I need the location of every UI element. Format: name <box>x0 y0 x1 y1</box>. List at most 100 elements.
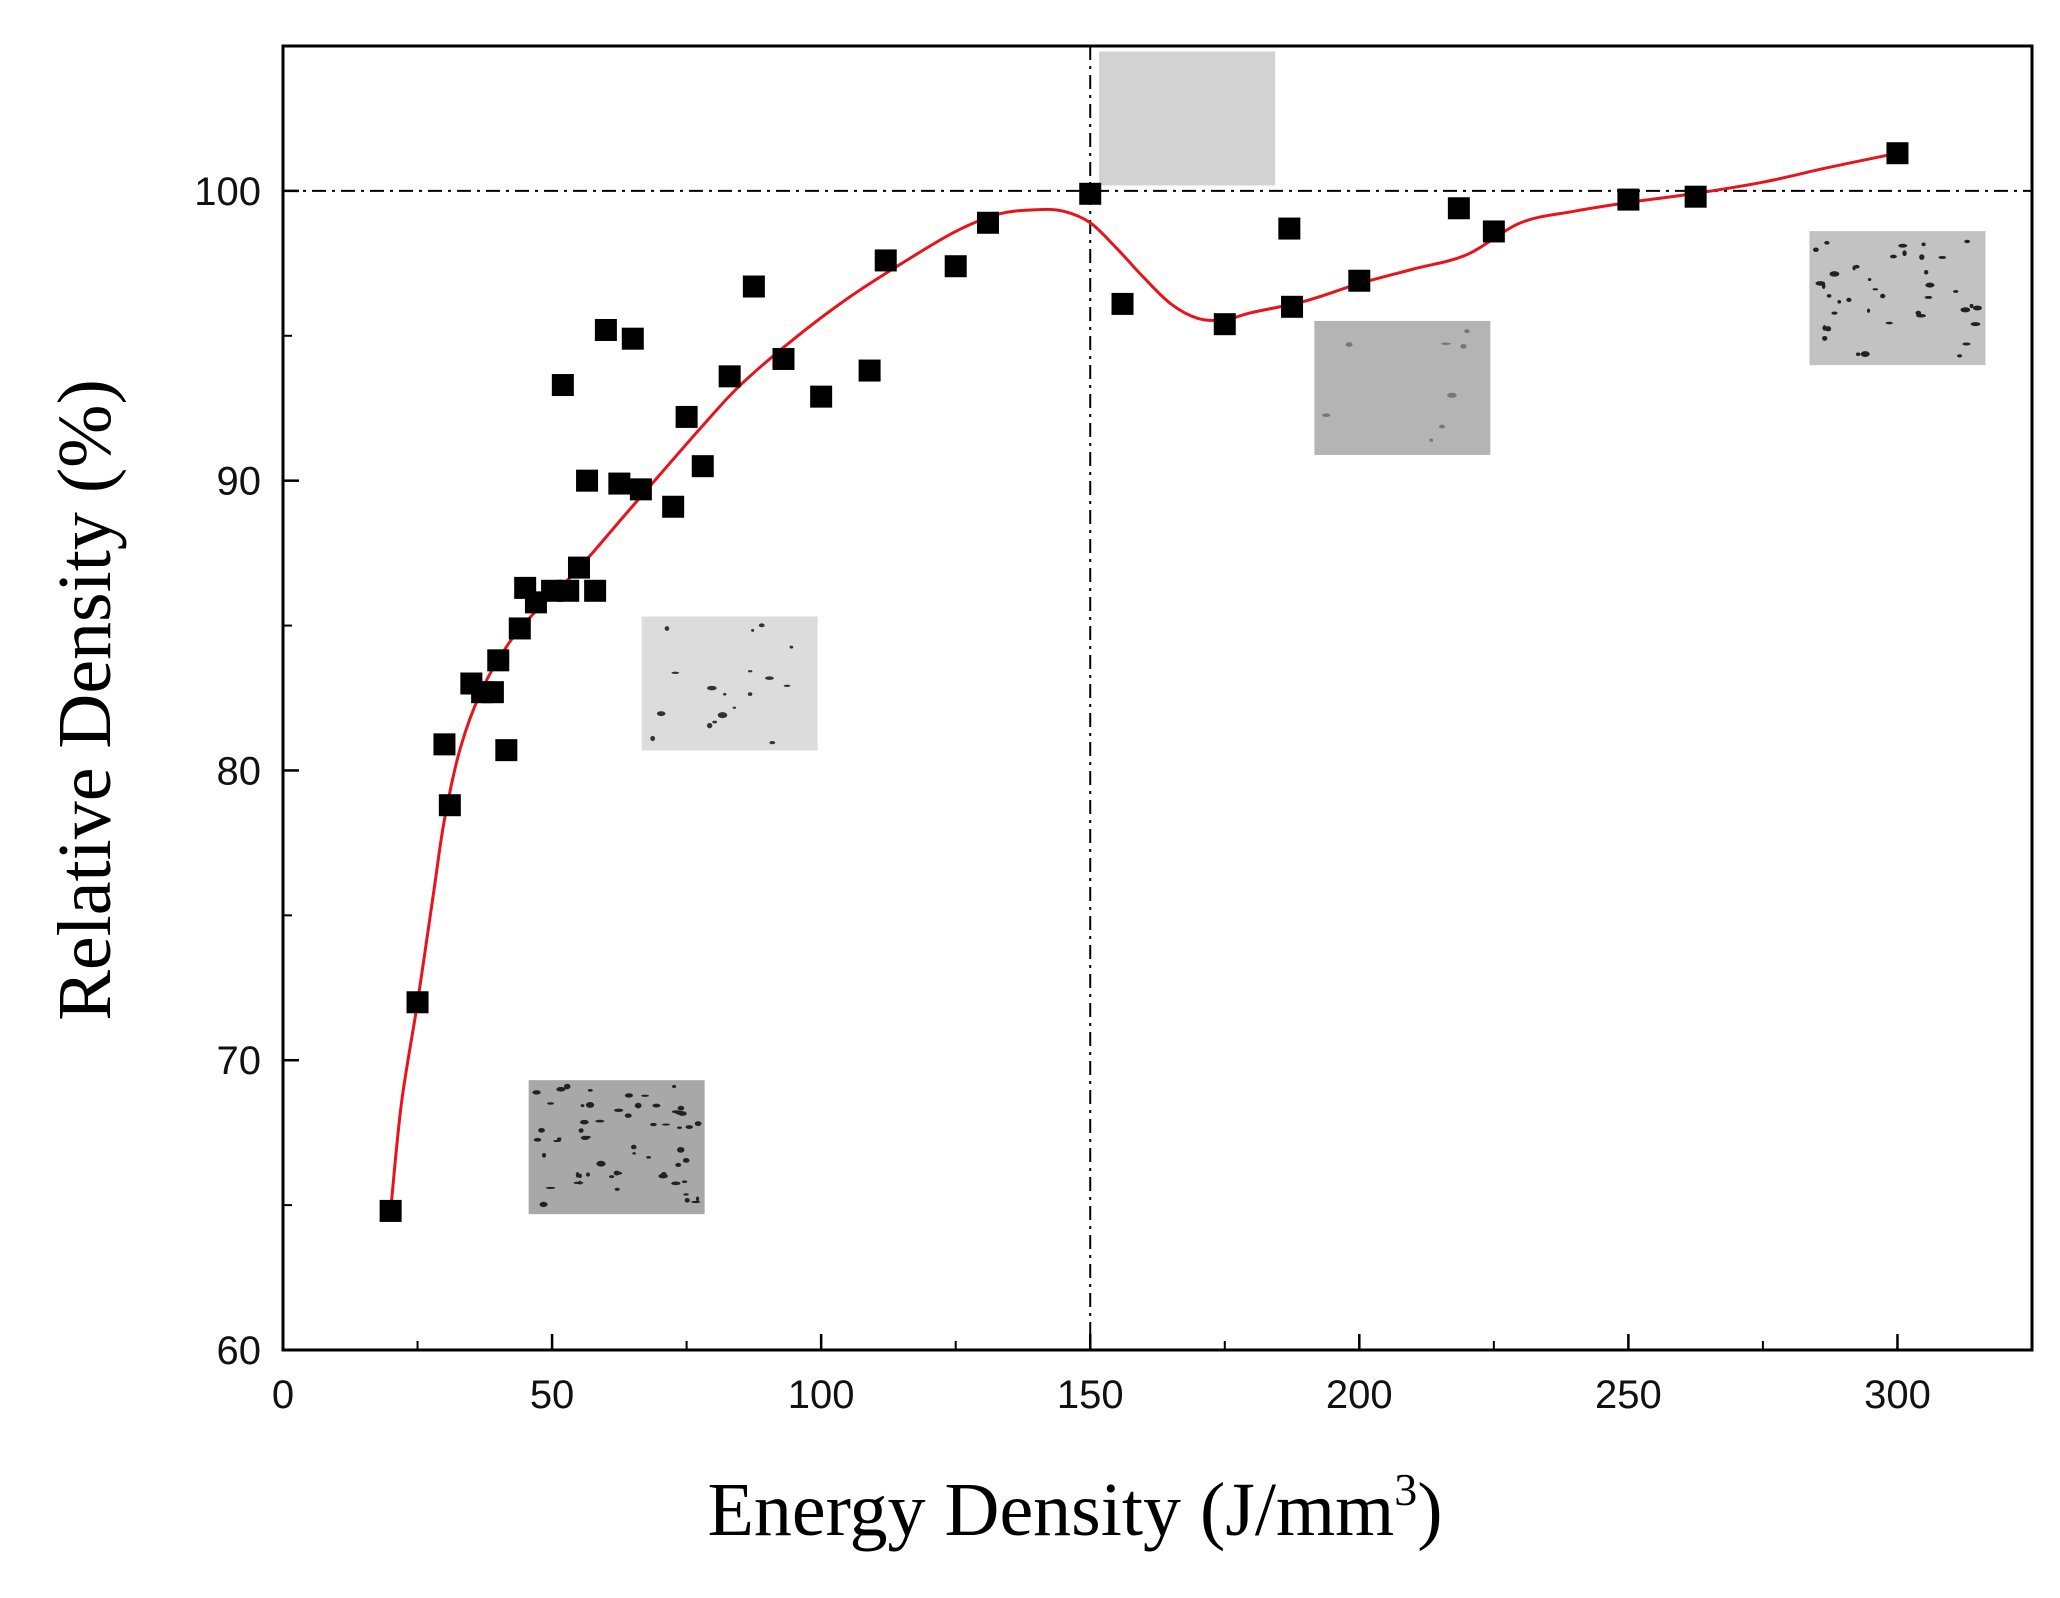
data-point <box>557 579 580 602</box>
x-tick-label: 300 <box>1864 1373 1931 1417</box>
micrograph-mid-energy-pore <box>706 722 713 729</box>
data-point <box>1281 295 1304 318</box>
micrograph-low-energy-pore <box>578 1173 582 1179</box>
micrograph-low-energy-pore <box>624 1113 632 1118</box>
micrograph-high-energy-pore <box>1429 438 1434 442</box>
micrograph-mid-energy-image <box>641 616 818 751</box>
micrograph-highest-energy-pore <box>1898 243 1908 248</box>
micrograph-low-energy-pore <box>661 1171 667 1177</box>
micrograph-low-energy-pore <box>553 1139 562 1143</box>
data-point <box>1447 197 1470 220</box>
micrograph-highest-energy-pore <box>1855 352 1861 357</box>
reference-lines <box>283 46 2032 1350</box>
micrograph-high-energy-pore <box>1460 344 1467 349</box>
micrograph-mid-energy-pore <box>783 684 791 687</box>
micrograph-low-energy-pore <box>690 1200 701 1204</box>
micrograph-mid-energy-pore <box>706 685 717 691</box>
micrograph-low-energy <box>528 1080 705 1215</box>
micrograph-highest-energy-pore <box>1860 351 1870 358</box>
micrograph-optimal-energy-image <box>1099 51 1276 186</box>
micrograph-highest-energy-pore <box>1964 239 1970 244</box>
micrograph-highest-energy-pore <box>1925 282 1935 288</box>
micrograph-low-energy-pore <box>672 1084 677 1089</box>
micrograph-low-energy-pore <box>609 1175 615 1179</box>
micrograph-low-energy-pore <box>652 1103 661 1108</box>
micrograph-highest-energy-pore <box>1889 254 1897 259</box>
micrograph-low-energy-pore <box>684 1198 690 1203</box>
data-point <box>810 385 833 408</box>
micrograph-highest-energy-pore <box>1846 297 1852 303</box>
data-point <box>487 649 510 672</box>
x-tick-label: 250 <box>1595 1373 1662 1417</box>
micrograph-low-energy-pore <box>613 1108 624 1112</box>
x-tick-label: 50 <box>530 1373 575 1417</box>
data-point <box>1213 313 1236 336</box>
x-axis-title-close: ) <box>1417 1468 1442 1552</box>
data-point <box>675 405 698 428</box>
y-tick-label: 100 <box>194 170 261 214</box>
data-point <box>976 211 999 234</box>
micrograph-high-energy-pore <box>1439 424 1445 429</box>
micrograph-low-energy-pore <box>596 1160 606 1167</box>
micrograph-highest-energy-pore <box>1880 293 1886 299</box>
micrograph-low-energy-pore <box>677 1126 683 1129</box>
micrograph-low-energy-pore <box>580 1104 585 1108</box>
micrograph-highest-energy-pore <box>1813 247 1819 253</box>
x-tick-label: 100 <box>788 1373 855 1417</box>
micrograph-mid-energy-pore <box>671 671 680 674</box>
micrograph-high-energy-pore <box>1447 392 1457 398</box>
micrograph-low-energy-pore <box>541 1152 547 1158</box>
data-point <box>691 455 714 478</box>
data-point <box>1684 185 1707 208</box>
micrograph-mid-energy-pore <box>789 645 794 649</box>
micrograph-highest-energy-pore <box>1821 283 1826 289</box>
micrograph-highest-energy-pore <box>1831 311 1838 315</box>
micrograph-low-energy-pore <box>650 1122 657 1127</box>
micrograph-highest-energy-pore <box>1960 307 1971 313</box>
micrograph-low-energy-pore <box>632 1152 636 1155</box>
micrograph-low-energy-pore <box>575 1172 580 1178</box>
data-point <box>1348 269 1371 292</box>
data-point <box>621 327 644 350</box>
micrograph-highest-energy-pore <box>1921 242 1926 247</box>
x-tick-label: 0 <box>272 1373 294 1417</box>
micrograph-low-energy-pore <box>579 1119 589 1125</box>
micrograph-highest-energy-pore <box>1822 325 1827 331</box>
micrograph-highest-energy-pore <box>1952 290 1959 293</box>
micrograph-highest-energy <box>1809 231 1986 366</box>
y-tick-label: 80 <box>217 749 262 793</box>
axis-ticks: 0 50 100 150 200 250 300 60 70 80 90 100 <box>194 170 1931 1417</box>
micrograph-low-energy-pore <box>675 1162 682 1167</box>
micrograph-low-energy-pore <box>681 1180 688 1184</box>
y-axis-title: Relative Density (%) <box>43 379 127 1021</box>
micrograph-highest-energy-pore <box>1962 342 1971 346</box>
micrograph-optimal-energy <box>1099 51 1276 186</box>
micrograph-highest-energy-pore <box>1837 299 1842 304</box>
micrograph-low-energy-pore <box>578 1180 582 1185</box>
micrograph-low-energy-pore <box>595 1119 605 1123</box>
micrograph-low-energy-pore <box>694 1121 702 1127</box>
micrograph-highest-energy-pore <box>1938 256 1947 259</box>
data-point <box>772 347 795 370</box>
data-point <box>858 359 881 382</box>
micrograph-highest-energy-pore <box>1972 305 1982 311</box>
data-point <box>576 469 599 492</box>
data-point <box>1079 182 1102 205</box>
micrograph-low-energy-pore <box>586 1172 590 1177</box>
micrograph-highest-energy-pore <box>1824 240 1830 245</box>
micrograph-highest-energy-pore <box>1919 254 1925 261</box>
micrograph-highest-energy-image <box>1809 231 1986 366</box>
micrograph-low-energy-pore <box>634 1102 642 1109</box>
x-axis-title: Energy Density (J/mm3) <box>707 1464 1442 1552</box>
micrograph-highest-energy-pore <box>1866 308 1871 313</box>
micrograph-high-energy-pore <box>1441 342 1451 345</box>
micrograph-mid-energy-pore <box>664 626 670 631</box>
data-point <box>718 365 741 388</box>
micrograph-low-energy-pore <box>545 1186 556 1189</box>
data-point <box>1278 217 1301 240</box>
micrograph-highest-energy-pore <box>1872 288 1879 291</box>
data-point <box>1617 188 1640 211</box>
data-point <box>1111 292 1134 315</box>
